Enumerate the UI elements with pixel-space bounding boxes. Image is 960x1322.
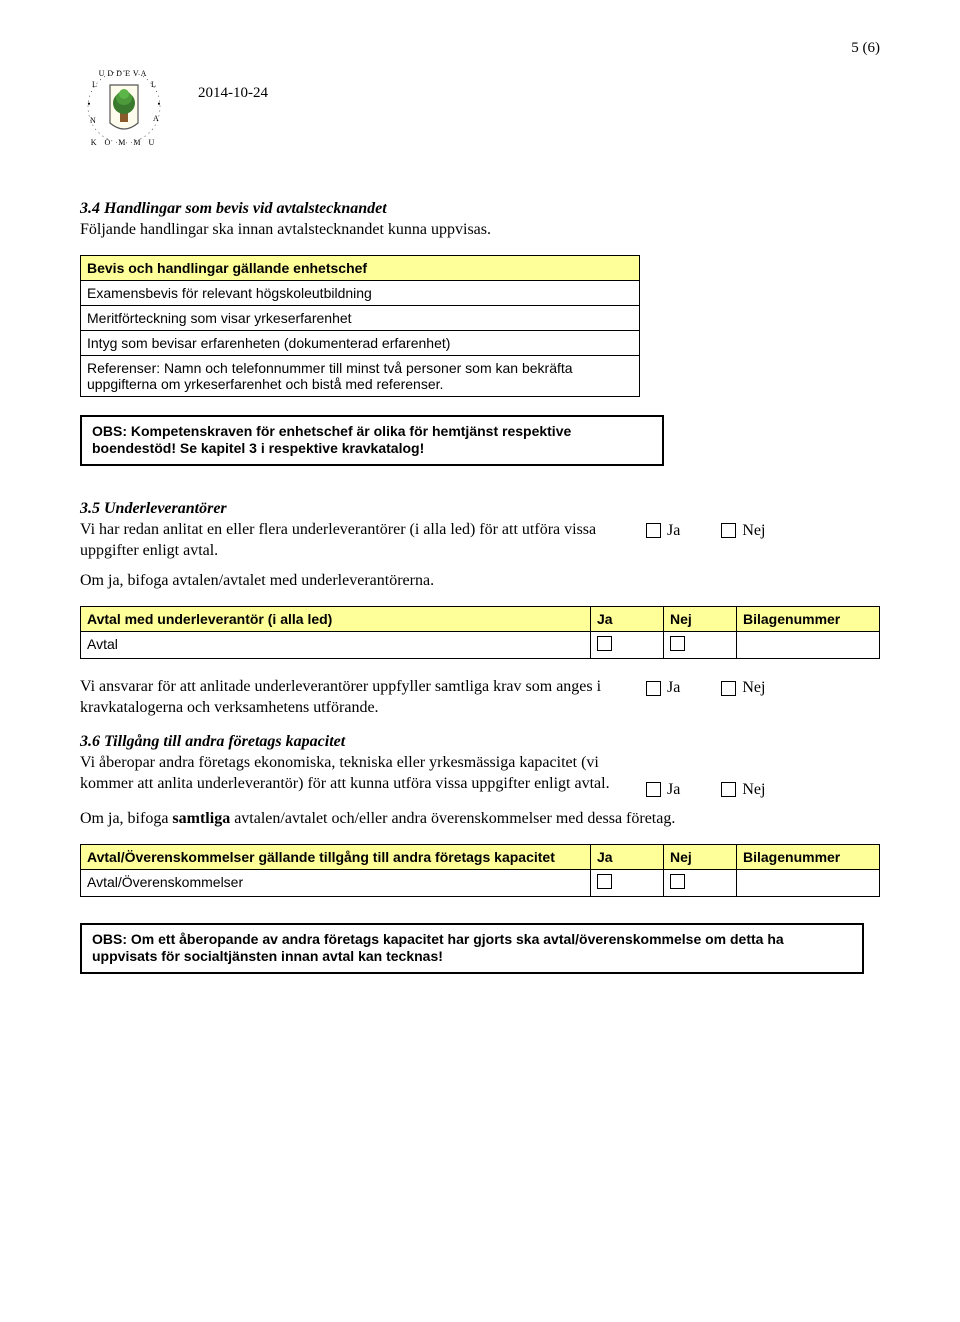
checkbox-3-5-ja[interactable] xyxy=(646,523,661,538)
table-header-nej: Nej xyxy=(664,844,737,869)
page-number: 5 (6) xyxy=(80,40,880,57)
checkbox-ansvar-nej[interactable] xyxy=(721,681,736,696)
table-header-ja: Ja xyxy=(591,607,664,632)
section-3-5-heading: 3.5 Underleverantörer xyxy=(80,500,880,518)
section-3-4-heading: 3.4 Handlingar som bevis vid avtalsteckn… xyxy=(80,200,880,218)
checkbox-avtal-ja[interactable] xyxy=(597,636,612,651)
table-cell-ja xyxy=(591,632,664,659)
label-ja: Ja xyxy=(667,679,680,697)
municipality-logo: UDDEVA • • L L A K O M M U N xyxy=(80,65,168,160)
label-nej: Nej xyxy=(742,522,765,540)
table-row: Intyg som bevisar erfarenheten (dokument… xyxy=(81,330,640,355)
checkbox-avtal-nej[interactable] xyxy=(670,636,685,651)
label-nej: Nej xyxy=(742,781,765,799)
table-cell-bilagenummer[interactable] xyxy=(737,869,880,896)
table-row-label: Avtal/Överenskommelser xyxy=(81,869,591,896)
table-row: Meritförteckning som visar yrkeserfarenh… xyxy=(81,305,640,330)
table-cell-ja xyxy=(591,869,664,896)
checkbox-3-6-nej[interactable] xyxy=(721,782,736,797)
checkbox-overens-nej[interactable] xyxy=(670,874,685,889)
svg-text:L: L xyxy=(151,80,156,89)
svg-text:UDDEVA: UDDEVA xyxy=(99,69,150,78)
checkbox-3-5-nej[interactable] xyxy=(721,523,736,538)
table-header-c1: Avtal med underleverantör (i alla led) xyxy=(81,607,591,632)
table-underleverantor: Avtal med underleverantör (i alla led) J… xyxy=(80,606,880,659)
svg-text:K O M M U: K O M M U xyxy=(91,138,158,147)
table-header: Bevis och handlingar gällande enhetschef xyxy=(81,255,640,280)
section-3-6-line2: Om ja, bifoga samtliga avtalen/avtalet o… xyxy=(80,809,880,830)
section-3-6-line1: Vi åberopar andra företags ekonomiska, t… xyxy=(80,753,630,795)
table-row-label: Avtal xyxy=(81,632,591,659)
table-andra-foretag: Avtal/Överenskommelser gällande tillgång… xyxy=(80,844,880,897)
checkbox-overens-ja[interactable] xyxy=(597,874,612,889)
svg-text:A: A xyxy=(153,114,159,123)
table-header-c1: Avtal/Överenskommelser gällande tillgång… xyxy=(81,844,591,869)
after-3-5-text: Vi ansvarar för att anlitade underlevera… xyxy=(80,677,630,719)
svg-text:•: • xyxy=(157,99,160,109)
svg-text:•: • xyxy=(87,99,90,109)
svg-text:N: N xyxy=(90,116,96,125)
label-ja: Ja xyxy=(667,522,680,540)
obs-note-2: OBS: Om ett åberopande av andra företags… xyxy=(80,923,864,974)
table-cell-bilagenummer[interactable] xyxy=(737,632,880,659)
table-header-ja: Ja xyxy=(591,844,664,869)
section-3-4-intro: Följande handlingar ska innan avtalsteck… xyxy=(80,220,880,241)
checkbox-3-6-ja[interactable] xyxy=(646,782,661,797)
checkbox-ansvar-ja[interactable] xyxy=(646,681,661,696)
table-header-bilagenummer: Bilagenummer xyxy=(737,844,880,869)
section-3-5-line1: Vi har redan anlitat en eller flera unde… xyxy=(80,520,630,562)
section-3-5-line2: Om ja, bifoga avtalen/avtalet med underl… xyxy=(80,571,880,592)
document-date: 2014-10-24 xyxy=(198,85,268,102)
label-nej: Nej xyxy=(742,679,765,697)
section-3-6-heading: 3.6 Tillgång till andra företags kapacit… xyxy=(80,733,880,751)
label-ja: Ja xyxy=(667,781,680,799)
obs-note-1: OBS: Kompetenskraven för enhetschef är o… xyxy=(80,415,664,466)
table-cell-nej xyxy=(664,869,737,896)
table-header-bilagenummer: Bilagenummer xyxy=(737,607,880,632)
table-row: Examensbevis för relevant högskoleutbild… xyxy=(81,280,640,305)
svg-text:L: L xyxy=(92,80,97,89)
table-header-nej: Nej xyxy=(664,607,737,632)
table-bevis-enhetschef: Bevis och handlingar gällande enhetschef… xyxy=(80,255,640,397)
table-cell-nej xyxy=(664,632,737,659)
table-row: Referenser: Namn och telefonnummer till … xyxy=(81,355,640,396)
